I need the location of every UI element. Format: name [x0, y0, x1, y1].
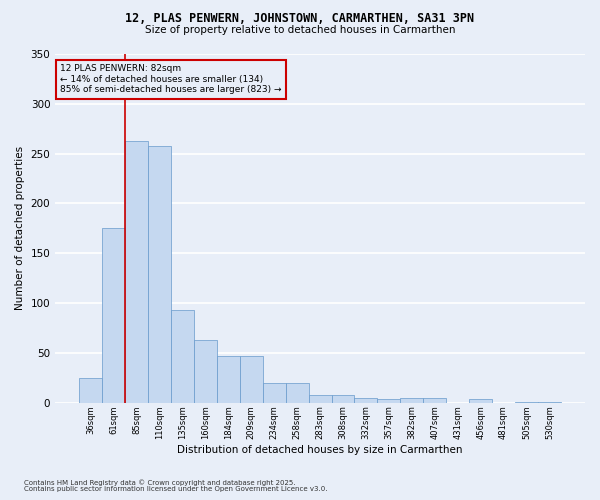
- Bar: [515, 402, 538, 403]
- Bar: [79, 378, 102, 403]
- Bar: [469, 399, 492, 403]
- Bar: [423, 398, 446, 403]
- Y-axis label: Number of detached properties: Number of detached properties: [15, 146, 25, 310]
- Bar: [538, 402, 561, 403]
- X-axis label: Distribution of detached houses by size in Carmarthen: Distribution of detached houses by size …: [178, 445, 463, 455]
- Bar: [217, 356, 240, 403]
- Text: Contains HM Land Registry data © Crown copyright and database right 2025.
Contai: Contains HM Land Registry data © Crown c…: [24, 479, 328, 492]
- Bar: [308, 395, 332, 403]
- Bar: [102, 228, 125, 403]
- Bar: [148, 146, 171, 403]
- Text: Size of property relative to detached houses in Carmarthen: Size of property relative to detached ho…: [145, 25, 455, 35]
- Bar: [194, 340, 217, 403]
- Bar: [332, 395, 355, 403]
- Bar: [240, 356, 263, 403]
- Bar: [355, 398, 377, 403]
- Bar: [125, 140, 148, 403]
- Bar: [400, 398, 423, 403]
- Bar: [171, 310, 194, 403]
- Text: 12, PLAS PENWERN, JOHNSTOWN, CARMARTHEN, SA31 3PN: 12, PLAS PENWERN, JOHNSTOWN, CARMARTHEN,…: [125, 12, 475, 26]
- Bar: [263, 383, 286, 403]
- Text: 12 PLAS PENWERN: 82sqm
← 14% of detached houses are smaller (134)
85% of semi-de: 12 PLAS PENWERN: 82sqm ← 14% of detached…: [61, 64, 282, 94]
- Bar: [286, 383, 308, 403]
- Bar: [377, 399, 400, 403]
